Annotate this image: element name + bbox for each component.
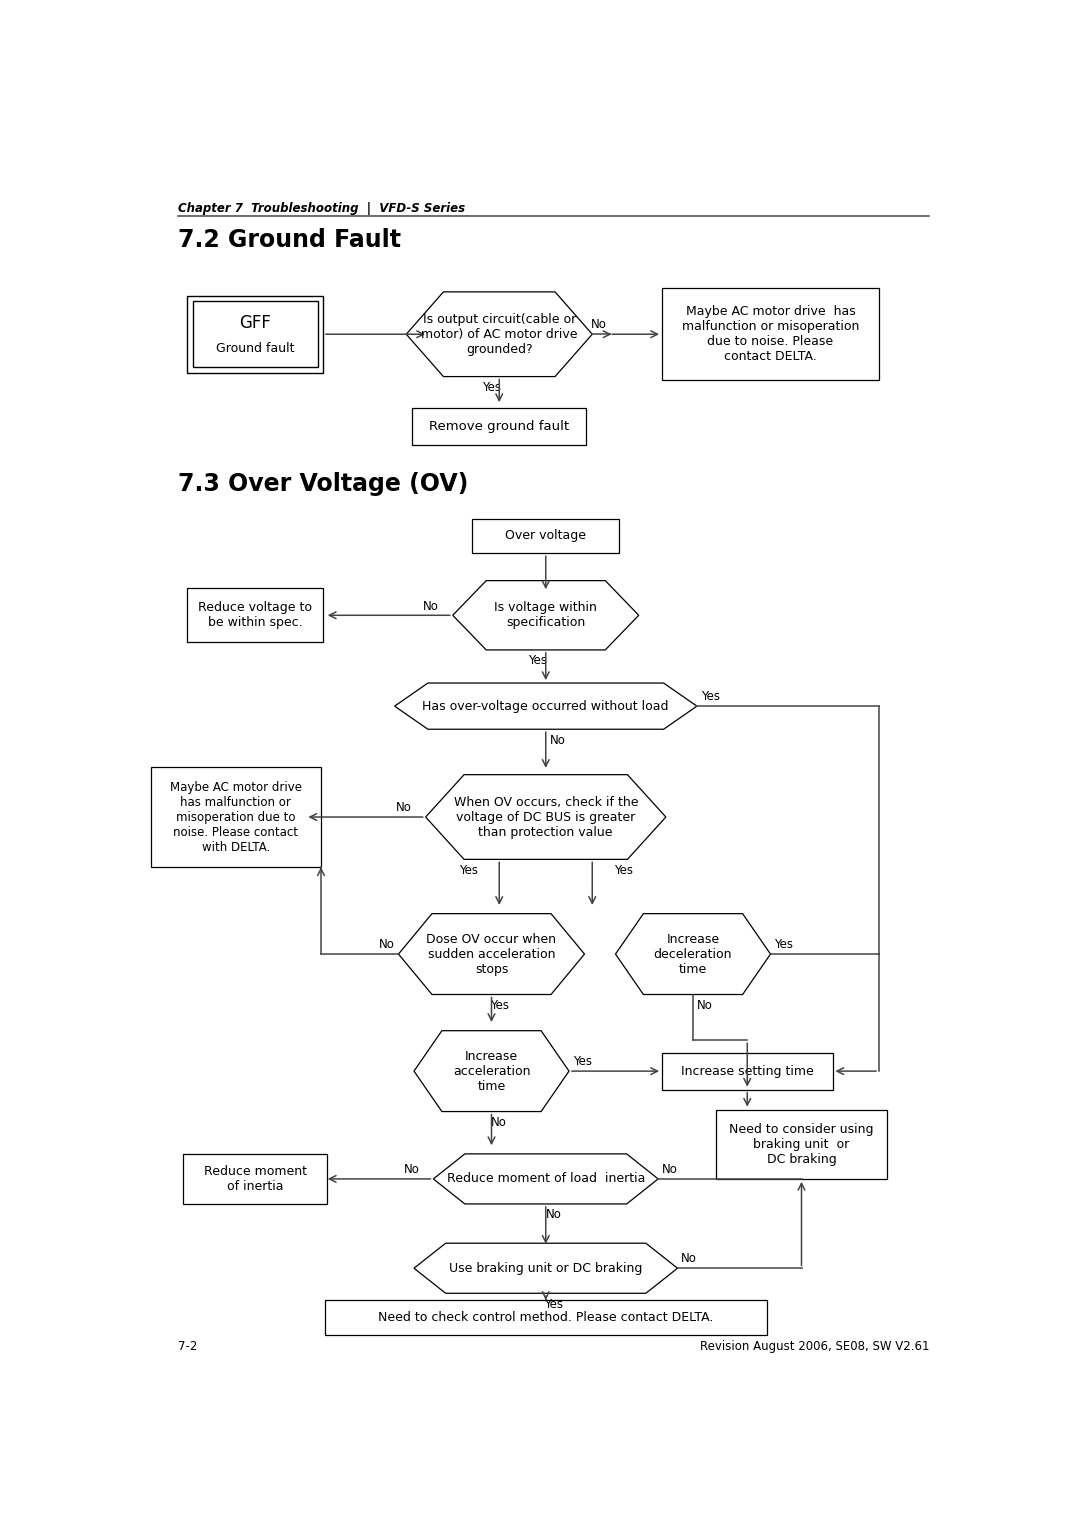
Text: Dose OV occur when
sudden acceleration
stops: Dose OV occur when sudden acceleration s… <box>427 933 556 976</box>
Text: No: No <box>379 939 394 951</box>
Text: Has over-voltage occurred without load: Has over-voltage occurred without load <box>422 700 669 713</box>
Polygon shape <box>399 914 584 994</box>
Text: Yes: Yes <box>701 690 719 704</box>
Text: Yes: Yes <box>459 864 477 876</box>
Text: Need to check control method. Please contact DELTA.: Need to check control method. Please con… <box>378 1312 714 1324</box>
Text: Yes: Yes <box>482 380 501 394</box>
FancyBboxPatch shape <box>325 1299 767 1335</box>
Text: Increase
deceleration
time: Increase deceleration time <box>653 933 732 976</box>
Text: No: No <box>545 1209 562 1221</box>
Polygon shape <box>426 775 666 859</box>
FancyBboxPatch shape <box>150 767 321 867</box>
Text: Increase
acceleration
time: Increase acceleration time <box>453 1049 530 1092</box>
Text: GFF: GFF <box>239 313 271 331</box>
Text: Yes: Yes <box>544 1298 563 1310</box>
Text: When OV occurs, check if the
voltage of DC BUS is greater
than protection value: When OV occurs, check if the voltage of … <box>454 796 638 839</box>
Text: 7.3 Over Voltage (OV): 7.3 Over Voltage (OV) <box>177 472 468 497</box>
Text: Reduce moment of load  inertia: Reduce moment of load inertia <box>446 1172 645 1186</box>
Text: No: No <box>697 999 713 1012</box>
Text: Yes: Yes <box>613 864 633 876</box>
Polygon shape <box>616 914 770 994</box>
Text: Remove ground fault: Remove ground fault <box>429 420 569 433</box>
Polygon shape <box>433 1154 658 1204</box>
FancyBboxPatch shape <box>716 1109 887 1180</box>
Text: No: No <box>491 1115 508 1129</box>
Text: Is voltage within
specification: Is voltage within specification <box>495 601 597 629</box>
Text: Increase setting time: Increase setting time <box>680 1065 813 1077</box>
FancyBboxPatch shape <box>187 296 323 373</box>
Polygon shape <box>414 1243 677 1293</box>
Text: Maybe AC motor drive  has
malfunction or misoperation
due to noise. Please
conta: Maybe AC motor drive has malfunction or … <box>681 305 860 364</box>
Text: Ground fault: Ground fault <box>216 342 295 354</box>
Text: Need to consider using
braking unit  or
DC braking: Need to consider using braking unit or D… <box>729 1123 874 1166</box>
Text: Chapter 7  Troubleshooting  |  VFD-S Series: Chapter 7 Troubleshooting | VFD-S Series <box>177 202 464 215</box>
FancyBboxPatch shape <box>192 301 318 367</box>
FancyBboxPatch shape <box>184 1154 327 1204</box>
Polygon shape <box>414 1031 569 1112</box>
Text: 7-2: 7-2 <box>177 1341 197 1353</box>
Text: No: No <box>550 733 565 747</box>
Text: Yes: Yes <box>489 999 509 1012</box>
Text: Yes: Yes <box>528 653 548 667</box>
Polygon shape <box>406 291 592 376</box>
Text: No: No <box>395 801 411 815</box>
Text: No: No <box>591 319 606 331</box>
Polygon shape <box>453 581 638 650</box>
Text: Reduce voltage to
be within spec.: Reduce voltage to be within spec. <box>198 601 312 629</box>
FancyBboxPatch shape <box>662 288 879 380</box>
Text: No: No <box>681 1252 698 1266</box>
Text: Is output circuit(cable or
motor) of AC motor drive
grounded?: Is output circuit(cable or motor) of AC … <box>421 313 578 356</box>
Text: Reduce moment
of inertia: Reduce moment of inertia <box>204 1164 307 1193</box>
FancyBboxPatch shape <box>472 518 619 554</box>
Text: No: No <box>662 1163 678 1177</box>
Text: No: No <box>404 1163 419 1177</box>
FancyBboxPatch shape <box>187 589 323 643</box>
Polygon shape <box>394 683 697 729</box>
Text: Yes: Yes <box>774 939 794 951</box>
Text: 7.2 Ground Fault: 7.2 Ground Fault <box>177 227 401 252</box>
Text: No: No <box>423 600 438 612</box>
Text: Revision August 2006, SE08, SW V2.61: Revision August 2006, SE08, SW V2.61 <box>700 1341 930 1353</box>
FancyBboxPatch shape <box>413 408 586 445</box>
Text: Maybe AC motor drive
has malfunction or
misoperation due to
noise. Please contac: Maybe AC motor drive has malfunction or … <box>170 781 301 853</box>
Text: Over voltage: Over voltage <box>505 529 586 543</box>
Text: Yes: Yes <box>572 1055 592 1068</box>
Text: Use braking unit or DC braking: Use braking unit or DC braking <box>449 1262 643 1275</box>
FancyBboxPatch shape <box>662 1052 833 1089</box>
